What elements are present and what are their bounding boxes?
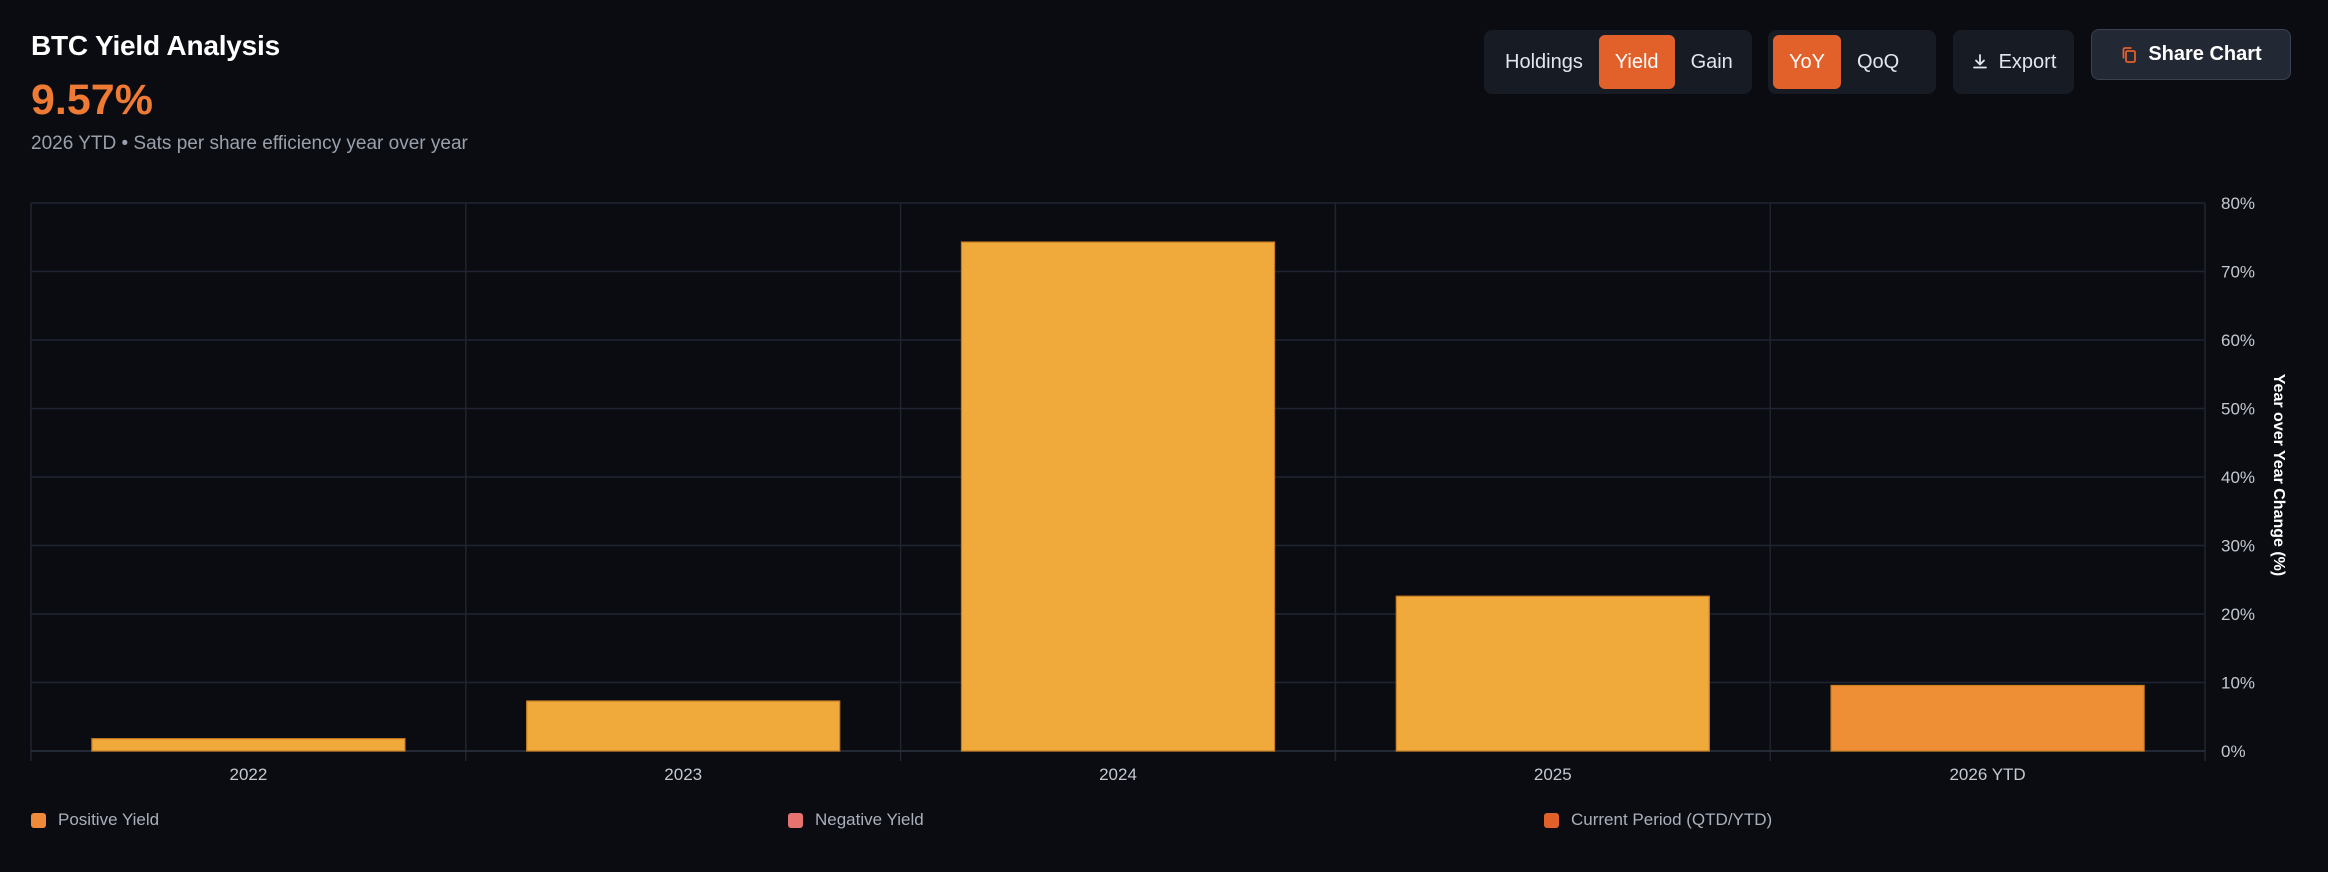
legend-negative-swatch xyxy=(788,812,803,828)
export-button[interactable]: Export xyxy=(1953,30,2074,94)
legend-positive: Positive Yield xyxy=(31,810,159,830)
legend-negative-label: Negative Yield xyxy=(815,810,924,829)
bar-2024[interactable] xyxy=(960,241,1276,752)
headline-value: 9.57% xyxy=(31,76,153,124)
legend-positive-swatch xyxy=(31,812,46,828)
legend-current: Current Period (QTD/YTD) xyxy=(1544,810,1772,830)
legend-positive-label: Positive Yield xyxy=(58,810,160,829)
bar-2025[interactable] xyxy=(1395,595,1710,752)
tab-qoq[interactable]: QoQ xyxy=(1856,50,1900,73)
legend-current-label: Current Period (QTD/YTD) xyxy=(1571,810,1773,829)
y-tick-label: 10% xyxy=(2221,674,2255,693)
x-tick-label: 2022 xyxy=(229,765,267,784)
tab-yield[interactable]: Yield xyxy=(1598,35,1675,89)
y-tick-label: 20% xyxy=(2221,605,2255,624)
x-tick-label: 2024 xyxy=(1099,765,1137,784)
x-tick-label: 2023 xyxy=(664,765,702,784)
y-tick-label: 70% xyxy=(2221,263,2255,282)
legend-current-swatch xyxy=(1544,812,1559,828)
tab-holdings[interactable]: Holdings xyxy=(1505,50,1583,73)
metric-toggle-group: Holdings Yield Gain xyxy=(1484,30,1752,94)
share-label: Share Chart xyxy=(2148,43,2262,65)
y-axis-label: Year over Year Change (%) xyxy=(2270,374,2287,576)
tab-gain[interactable]: Gain xyxy=(1690,50,1733,73)
bar-2022[interactable] xyxy=(91,738,406,752)
chart-ticks: 0% 10% 20% 30% 40% 50% 60% 70% 80% 2022 2023 2024 20… xyxy=(229,194,2255,784)
y-tick-label: 80% xyxy=(2221,194,2255,213)
legend-negative: Negative Yield xyxy=(788,810,924,830)
y-tick-label: 40% xyxy=(2221,468,2255,487)
y-tick-label: 30% xyxy=(2221,537,2255,556)
export-label: Export xyxy=(1998,50,2057,73)
y-tick-label: 50% xyxy=(2221,400,2255,419)
bar-2026-ytd[interactable] xyxy=(1830,684,2145,752)
x-tick-label: 2025 xyxy=(1534,765,1572,784)
period-toggle-group: YoY QoQ xyxy=(1768,30,1936,94)
page-title: BTC Yield Analysis xyxy=(31,30,281,61)
tab-yoy[interactable]: YoY xyxy=(1773,35,1841,89)
y-tick-label: 60% xyxy=(2221,331,2255,350)
bar-2023[interactable] xyxy=(526,700,841,752)
y-tick-label: 0% xyxy=(2221,742,2246,761)
copy-icon xyxy=(2120,46,2138,64)
page-subtitle: 2026 YTD • Sats per share efficiency yea… xyxy=(31,133,468,154)
x-tick-label: 2026 YTD xyxy=(1949,765,2025,784)
chart-bars xyxy=(91,241,2145,752)
share-chart-button[interactable]: Share Chart xyxy=(2091,29,2291,80)
download-icon xyxy=(1971,53,1989,71)
bar-chart: 0% 10% 20% 30% 40% 50% 60% 70% 80% 2022 2023 2024 20… xyxy=(30,194,2287,784)
